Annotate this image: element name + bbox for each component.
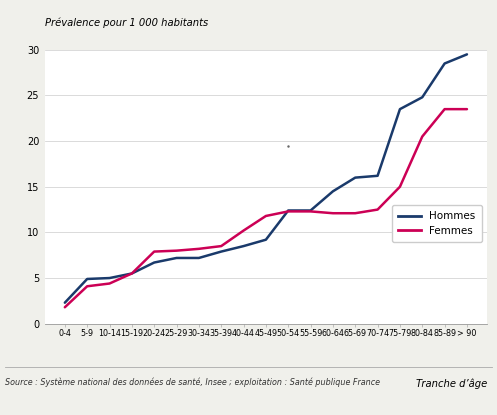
- Hommes: [375, 173, 381, 178]
- Femmes: [263, 213, 269, 218]
- Hommes: [84, 276, 90, 281]
- Femmes: [442, 107, 448, 112]
- Hommes: [464, 52, 470, 57]
- Femmes: [285, 209, 291, 214]
- Hommes: [62, 300, 68, 305]
- Hommes: [241, 244, 247, 249]
- Line: Hommes: Hommes: [65, 54, 467, 303]
- Text: Source : Système national des données de santé, Insee ; exploitation : Santé pub: Source : Système national des données de…: [5, 378, 380, 387]
- Femmes: [129, 271, 135, 276]
- Hommes: [397, 107, 403, 112]
- Hommes: [330, 189, 336, 194]
- Femmes: [419, 134, 425, 139]
- Hommes: [419, 95, 425, 100]
- Femmes: [84, 284, 90, 289]
- Text: Prévalence pour 1 000 habitants: Prévalence pour 1 000 habitants: [45, 17, 208, 28]
- Hommes: [151, 260, 157, 265]
- Femmes: [375, 207, 381, 212]
- Femmes: [241, 228, 247, 233]
- Femmes: [330, 211, 336, 216]
- Hommes: [285, 208, 291, 213]
- Text: Tranche d’âge: Tranche d’âge: [416, 378, 487, 389]
- Femmes: [352, 211, 358, 216]
- Femmes: [106, 281, 112, 286]
- Femmes: [173, 248, 179, 253]
- Femmes: [308, 209, 314, 214]
- Femmes: [218, 244, 224, 249]
- Hommes: [173, 256, 179, 261]
- Femmes: [196, 247, 202, 251]
- Hommes: [218, 249, 224, 254]
- Legend: Hommes, Femmes: Hommes, Femmes: [392, 205, 482, 242]
- Femmes: [62, 305, 68, 310]
- Hommes: [106, 276, 112, 281]
- Femmes: [464, 107, 470, 112]
- Hommes: [352, 175, 358, 180]
- Line: Femmes: Femmes: [65, 109, 467, 307]
- Hommes: [308, 208, 314, 213]
- Femmes: [397, 184, 403, 189]
- Femmes: [151, 249, 157, 254]
- Hommes: [263, 237, 269, 242]
- Hommes: [129, 271, 135, 276]
- Hommes: [442, 61, 448, 66]
- Hommes: [196, 256, 202, 261]
